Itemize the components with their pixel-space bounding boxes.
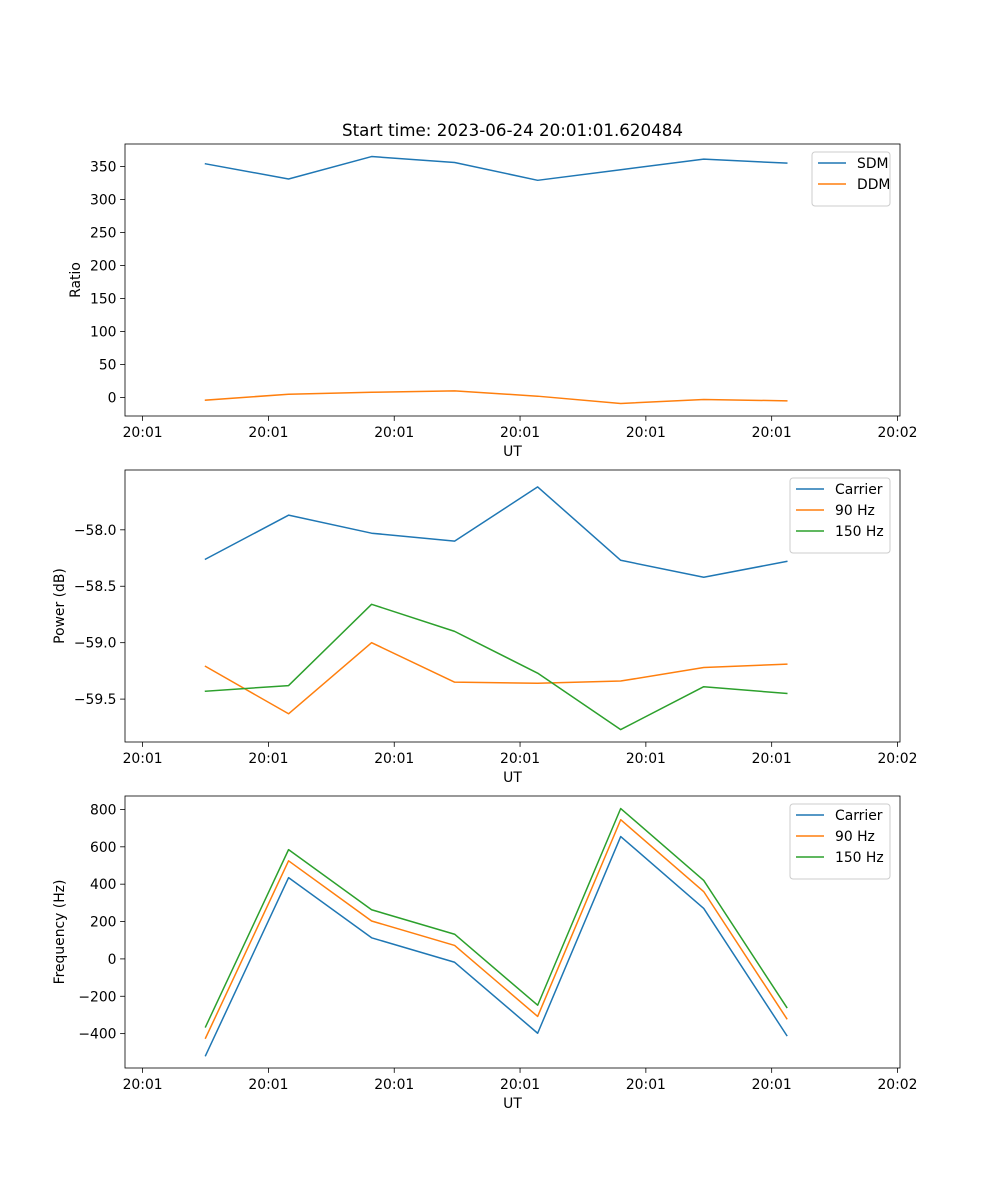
series-line-sdm (204, 155, 788, 182)
legend-box (789, 477, 891, 554)
x-tick-label: 20:02 (877, 425, 917, 441)
x-tick-label: 20:01 (374, 1077, 414, 1093)
legend: Carrier 90 Hz 150 Hz (789, 803, 891, 880)
series-line-90-hz (204, 818, 788, 1040)
x-tick-label: 20:01 (752, 1077, 792, 1093)
chart-panel-1: 20:01 20:01 20:01 20:01 20:01 20:01 20:02 0 50 10… (68, 143, 917, 460)
x-tick-label: 20:01 (123, 1077, 163, 1093)
y-tick-label: 400 (90, 877, 117, 893)
x-tick-label: 20:01 (123, 425, 163, 441)
y-tick-label: 200 (90, 258, 117, 274)
y-tick-label: −58.0 (74, 523, 117, 539)
series-line-carrier (204, 486, 788, 578)
axes-frame (124, 143, 901, 417)
legend-label: 90 Hz (835, 503, 875, 519)
x-axis-label: UT (503, 770, 522, 786)
legend-label: Carrier (835, 482, 883, 498)
chart-panel-3: 20:01 20:01 20:01 20:01 20:01 20:01 20:02 −400 −… (52, 795, 917, 1112)
y-tick-label: 200 (90, 915, 117, 931)
x-tick-label: 20:01 (500, 1077, 540, 1093)
legend-label: 150 Hz (835, 524, 884, 540)
legend-label: 90 Hz (835, 829, 875, 845)
x-tick-label: 20:01 (374, 751, 414, 767)
series-line-150-hz (204, 807, 788, 1028)
axes-frame (124, 795, 901, 1069)
y-axis-label: Ratio (68, 262, 84, 298)
series-line-90-hz (204, 641, 788, 715)
x-tick-label: 20:01 (626, 751, 666, 767)
y-tick-label: 350 (90, 159, 117, 175)
series-line-carrier (204, 835, 788, 1057)
series-line-150-hz (204, 603, 788, 731)
y-tick-label: 0 (108, 952, 117, 968)
legend-label: DDM (857, 177, 890, 193)
y-tick-label: 150 (90, 291, 117, 307)
y-tick-label: 600 (90, 840, 117, 856)
y-tick-label: −59.0 (74, 636, 117, 652)
axes-frame (124, 469, 901, 743)
y-axis-label: Frequency (Hz) (52, 880, 68, 985)
y-axis-label: Power (dB) (52, 568, 68, 644)
x-tick-label: 20:01 (626, 1077, 666, 1093)
x-tick-label: 20:01 (248, 751, 288, 767)
chart-panel-2: 20:01 20:01 20:01 20:01 20:01 20:01 20:02 −59.5… (52, 469, 917, 786)
series-line-ddm (204, 390, 788, 405)
x-axis-label: UT (503, 1096, 522, 1112)
y-tick-label: −59.5 (74, 692, 117, 708)
x-tick-label: 20:01 (374, 425, 414, 441)
x-tick-label: 20:01 (752, 425, 792, 441)
legend-label: SDM (857, 156, 889, 172)
x-tick-label: 20:01 (500, 751, 540, 767)
legend: Carrier 90 Hz 150 Hz (789, 477, 891, 554)
panels: 20:01 20:01 20:01 20:01 20:01 20:01 20:02 0 50 10… (52, 143, 917, 1112)
legend: SDM DDM (811, 151, 891, 207)
y-tick-label: −200 (78, 989, 116, 1005)
legend-box (811, 151, 891, 207)
y-tick-label: 50 (99, 358, 117, 374)
y-tick-label: −400 (78, 1027, 116, 1043)
x-tick-label: 20:01 (626, 425, 666, 441)
legend-label: Carrier (835, 808, 883, 824)
x-tick-label: 20:01 (500, 425, 540, 441)
x-tick-label: 20:01 (123, 751, 163, 767)
figure-title: Start time: 2023-06-24 20:01:01.620484 (342, 120, 683, 140)
legend-label: 150 Hz (835, 850, 884, 866)
y-tick-label: 250 (90, 225, 117, 241)
x-tick-label: 20:02 (877, 751, 917, 767)
legend-box (789, 803, 891, 880)
x-tick-label: 20:01 (248, 1077, 288, 1093)
x-tick-label: 20:02 (877, 1077, 917, 1093)
y-tick-label: 800 (90, 802, 117, 818)
y-tick-label: −58.5 (74, 579, 117, 595)
y-tick-label: 300 (90, 192, 117, 208)
y-tick-label: 0 (108, 391, 117, 407)
x-tick-label: 20:01 (752, 751, 792, 767)
x-axis-label: UT (503, 444, 522, 460)
x-tick-label: 20:01 (248, 425, 288, 441)
y-tick-label: 100 (90, 324, 117, 340)
